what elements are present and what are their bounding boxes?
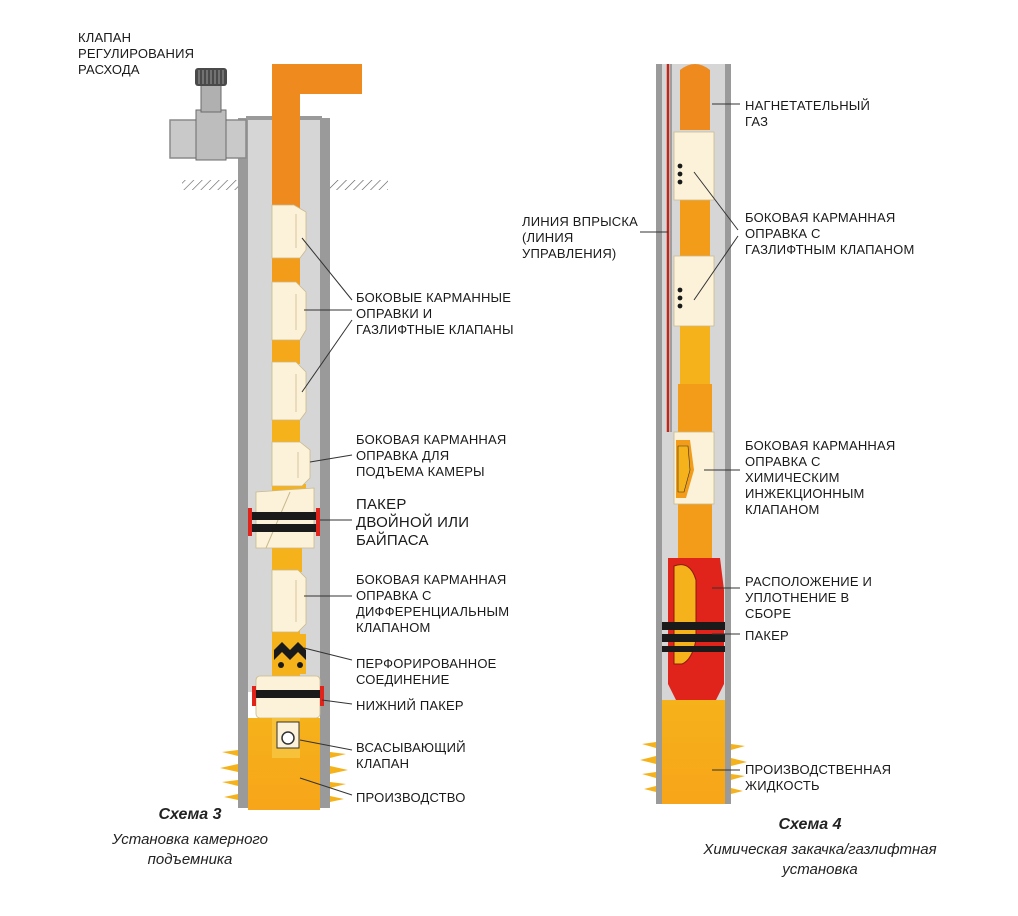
perforation-flow-left: [220, 750, 238, 800]
chemical-injection-mandrel: [673, 431, 715, 505]
scheme4-leaders: [640, 103, 740, 771]
tubing-seg: [272, 338, 300, 364]
scheme4-well: [640, 64, 747, 804]
tubing-seg: [272, 420, 300, 442]
double-packer: [248, 487, 320, 549]
seal-assembly: [662, 558, 725, 700]
tubing-seg: [680, 326, 710, 384]
label-production-fluid: ПРОИЗВОДСТВЕННАЯ ЖИДКОСТЬ: [745, 762, 892, 793]
tubing-seg: [680, 200, 710, 256]
label-side-pocket-mandrels: БОКОВЫЕ КАРМАННЫЕ ОПРАВКИ И ГАЗЛИФТНЫЕ К…: [356, 290, 514, 337]
label-chamber-lift-mandrel: БОКОВАЯ КАРМАННАЯ ОПРАВКА ДЛЯ ПОДЪЕМА КА…: [356, 432, 507, 479]
scheme3-subtitle: Установка камерного подъемника: [111, 831, 268, 868]
label-lower-packer: НИЖНИЙ ПАКЕР: [356, 698, 464, 713]
casing-wall-left: [656, 64, 662, 804]
label-injection-gas: НАГНЕТАТЕЛЬНЫЙ ГАЗ: [745, 98, 871, 129]
label-perforated-joint: ПЕРФОРИРОВАННОЕ СОЕДИНЕНИЕ: [356, 656, 497, 687]
label-chemical-injection-mandrel: БОКОВАЯ КАРМАННАЯ ОПРАВКА С ХИМИЧЕСКИМ И…: [745, 438, 896, 517]
ground-hatch-right: [330, 180, 388, 190]
label-gaslift-mandrel: БОКОВАЯ КАРМАННАЯ ОПРАВКА С ГАЗЛИФТНЫМ К…: [745, 210, 915, 257]
casing-wall-right: [320, 118, 330, 808]
casing-wall-right: [725, 64, 731, 804]
perforation-flow-left: [640, 742, 656, 792]
label-injection-line: ЛИНИЯ ВПРЫСКА (ЛИНИЯ УПРАВЛЕНИЯ): [522, 214, 639, 261]
perforation-flow-right: [731, 744, 747, 794]
label-differential-mandrel: БОКОВАЯ КАРМАННАЯ ОПРАВКА С ДИФФЕРЕНЦИАЛ…: [356, 572, 510, 635]
tubing-seg: [272, 255, 300, 285]
tubing-coupling: [678, 504, 712, 558]
production-fluid-zone: [662, 700, 725, 804]
valve-knob-knurl: [198, 70, 224, 84]
label-production: ПРОИЗВОДСТВО: [356, 790, 466, 805]
mandrel-pocket-lines: [295, 214, 299, 622]
tubing-coupling: [678, 384, 712, 432]
valve-stem: [200, 83, 222, 113]
label-flow-control-valve: КЛАПАН РЕГУЛИРОВАНИЯ РАСХОДА: [78, 30, 195, 77]
label-double-packer: ПАКЕР ДВОЙНОЙ ИЛИ БАЙПАСА: [356, 496, 470, 549]
perforated-joint: [272, 634, 306, 674]
valve-body: [195, 109, 227, 161]
gaslift-mandrels: [673, 131, 715, 327]
casing-wall-left: [238, 118, 248, 808]
perforation-flow-right: [330, 752, 348, 802]
tubing-top: [680, 64, 710, 130]
ground-hatch-left: [182, 180, 238, 190]
label-seal-assembly: РАСПОЛОЖЕНИЕ И УПЛОТНЕНИЕ В СБОРЕ: [745, 574, 873, 621]
label-packer: ПАКЕР: [745, 628, 789, 643]
suction-valve-ball: [281, 731, 295, 745]
scheme3-title: Схема 3: [158, 806, 222, 823]
scheme3-well: [169, 64, 388, 810]
scheme4-title: Схема 4: [778, 816, 842, 833]
scheme4-subtitle: Химическая закачка/газлифтная установка: [703, 841, 937, 878]
side-pocket-mandrels: [271, 204, 311, 633]
label-suction-valve: ВСАСЫВАЮЩИЙ КЛАПАН: [356, 740, 466, 771]
scheme3-leaders: [299, 237, 353, 796]
tubing-elbow: [272, 64, 362, 210]
lower-packer: [252, 675, 324, 719]
